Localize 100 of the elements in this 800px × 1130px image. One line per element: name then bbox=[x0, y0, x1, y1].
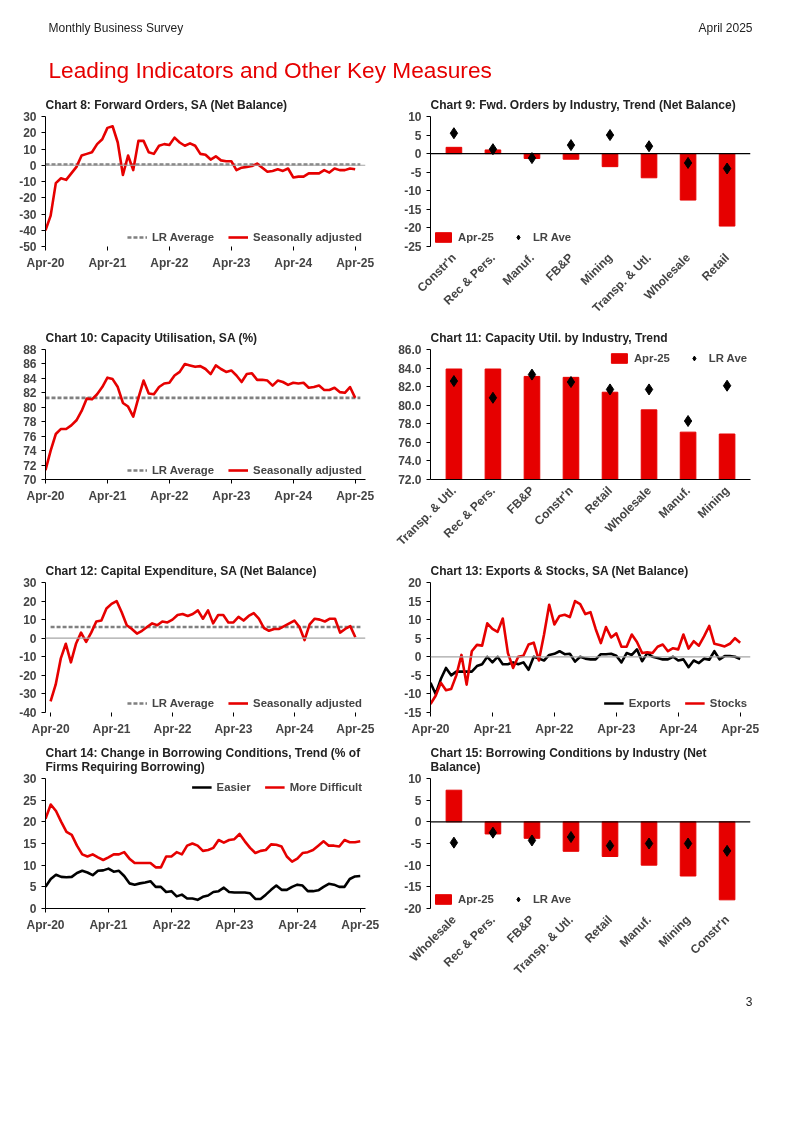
y-tick-label: 84 bbox=[23, 371, 37, 386]
y-tick-label: 86 bbox=[23, 357, 37, 372]
x-tick-label: Apr-20 bbox=[411, 721, 450, 736]
y-tick-label: 30 bbox=[23, 576, 37, 590]
legend-label: Seasonally adjusted bbox=[253, 697, 362, 709]
legend-label: LR Average bbox=[151, 464, 215, 476]
y-tick-label: -10 bbox=[19, 650, 37, 665]
y-tick-label: 78.0 bbox=[398, 417, 422, 432]
legend-label: LR Ave bbox=[708, 352, 747, 364]
x-tick-label: Apr-25 bbox=[336, 488, 375, 503]
y-tick-label: 78 bbox=[23, 415, 37, 430]
y-tick-label: 10 bbox=[23, 142, 37, 157]
x-tick-label: Apr-22 bbox=[153, 721, 192, 736]
y-tick-label: 82.0 bbox=[398, 380, 422, 395]
y-tick-label: 0 bbox=[414, 147, 422, 162]
x-tick-label: Apr-23 bbox=[212, 488, 251, 503]
x-tick-label: Apr-25 bbox=[721, 721, 760, 736]
y-tick-label: 15 bbox=[408, 594, 422, 609]
y-tick-label: 10 bbox=[408, 110, 422, 124]
y-tick-label: -20 bbox=[404, 902, 422, 916]
x-tick-label: Apr-21 bbox=[88, 255, 127, 270]
legend-label: LR Average bbox=[151, 231, 215, 243]
legend-label: More Difficult bbox=[289, 781, 362, 793]
x-tick-label: Apr-22 bbox=[152, 917, 191, 932]
x-tick-label: Apr-23 bbox=[214, 721, 253, 736]
chart-title: Chart 11: Capacity Util. by Industry, Trend bbox=[430, 330, 668, 345]
y-tick-label: 88 bbox=[23, 343, 37, 357]
x-tick-label: Apr-24 bbox=[275, 721, 314, 736]
legend-label: Exports bbox=[628, 697, 671, 709]
legend-label: LR Ave bbox=[532, 231, 572, 243]
y-tick-label: -20 bbox=[404, 221, 422, 236]
y-tick-label: -30 bbox=[19, 687, 37, 702]
y-tick-label: 30 bbox=[23, 772, 37, 786]
x-tick-label: Apr-24 bbox=[274, 488, 313, 503]
chart-title: Chart 12: Capital Expenditure, SA (Net Balance) bbox=[45, 563, 317, 578]
chart-title: Chart 9: Fwd. Orders by Industry, Trend (Net Balance) bbox=[430, 97, 736, 112]
legend-label: LR Average bbox=[151, 697, 215, 709]
y-tick-label: 0 bbox=[414, 650, 422, 665]
y-tick-label: 86.0 bbox=[398, 343, 422, 357]
legend-label: Stocks bbox=[709, 697, 747, 709]
x-tick-label: Apr-20 bbox=[26, 255, 65, 270]
x-tick-label: Apr-24 bbox=[278, 917, 317, 932]
chart-title: Chart 8: Forward Orders, SA (Net Balance) bbox=[45, 97, 288, 112]
legend-label: Seasonally adjusted bbox=[253, 464, 362, 476]
y-tick-label: -15 bbox=[404, 202, 422, 217]
x-tick-label: Apr-22 bbox=[150, 255, 189, 270]
y-tick-label: 0 bbox=[29, 902, 37, 916]
y-tick-label: -15 bbox=[404, 880, 422, 895]
chart-title: Chart 14: Change in Borrowing Conditions, Trend (% of Firms Requiring Borrowing) bbox=[45, 745, 362, 774]
y-tick-label: -15 bbox=[404, 706, 422, 720]
x-tick-label: Apr-21 bbox=[92, 721, 131, 736]
legend-label: Apr-25 bbox=[458, 893, 494, 905]
x-tick-label: Apr-21 bbox=[89, 917, 128, 932]
y-tick-label: 10 bbox=[23, 613, 37, 628]
x-tick-label: Apr-21 bbox=[473, 721, 512, 736]
y-tick-label: 10 bbox=[408, 772, 422, 786]
y-tick-label: 72 bbox=[23, 458, 37, 473]
legend-label: Apr-25 bbox=[633, 352, 670, 364]
chart-title: Chart 10: Capacity Utilisation, SA (%) bbox=[45, 330, 258, 345]
y-tick-label: 20 bbox=[23, 815, 37, 830]
y-tick-label: -10 bbox=[404, 184, 422, 199]
y-tick-label: -20 bbox=[19, 191, 37, 206]
y-tick-label: -5 bbox=[410, 837, 422, 851]
y-tick-label: 80.0 bbox=[398, 398, 422, 413]
x-tick-label: Apr-20 bbox=[26, 488, 65, 503]
text: 3 bbox=[745, 995, 753, 1010]
x-tick-label: Apr-24 bbox=[659, 721, 698, 736]
x-tick-label: Apr-24 bbox=[274, 255, 313, 270]
legend-label: Easier bbox=[216, 781, 251, 793]
y-tick-label: 20 bbox=[23, 594, 37, 609]
legend-label: Apr-25 bbox=[458, 231, 494, 243]
y-tick-label: 20 bbox=[23, 126, 37, 141]
text: Monthly Business Survey bbox=[48, 20, 184, 35]
text: Leading Indicators and Other Key Measures bbox=[48, 57, 492, 84]
y-tick-label: 20 bbox=[408, 576, 422, 590]
x-tick-label: Apr-25 bbox=[341, 917, 380, 932]
y-tick-label: 0 bbox=[414, 815, 422, 830]
chart-title: Chart 15: Borrowing Conditions by Industry (Net Balance) bbox=[430, 745, 707, 774]
y-tick-label: 5 bbox=[414, 631, 422, 646]
legend-label: Seasonally adjusted bbox=[253, 231, 362, 243]
y-tick-label: 72.0 bbox=[398, 473, 422, 487]
y-tick-label: -10 bbox=[404, 687, 422, 702]
y-tick-label: 25 bbox=[23, 793, 37, 808]
y-tick-label: 0 bbox=[29, 631, 37, 646]
y-tick-label: 76.0 bbox=[398, 435, 422, 450]
y-tick-label: -50 bbox=[19, 240, 37, 254]
y-tick-label: -5 bbox=[410, 165, 422, 180]
y-tick-label: 80 bbox=[23, 400, 37, 415]
x-tick-label: Apr-21 bbox=[88, 488, 127, 503]
y-tick-label: 5 bbox=[414, 128, 422, 143]
text: April 2025 bbox=[698, 20, 753, 35]
x-tick-label: Apr-20 bbox=[31, 721, 70, 736]
y-tick-label: 74 bbox=[23, 444, 37, 459]
y-tick-label: 5 bbox=[414, 793, 422, 808]
y-tick-label: 84.0 bbox=[398, 361, 422, 376]
y-tick-label: 5 bbox=[29, 880, 37, 895]
y-tick-label: 74.0 bbox=[398, 454, 422, 469]
y-tick-label: 76 bbox=[23, 429, 37, 444]
y-tick-label: -10 bbox=[404, 858, 422, 873]
x-tick-label: Apr-25 bbox=[336, 255, 375, 270]
